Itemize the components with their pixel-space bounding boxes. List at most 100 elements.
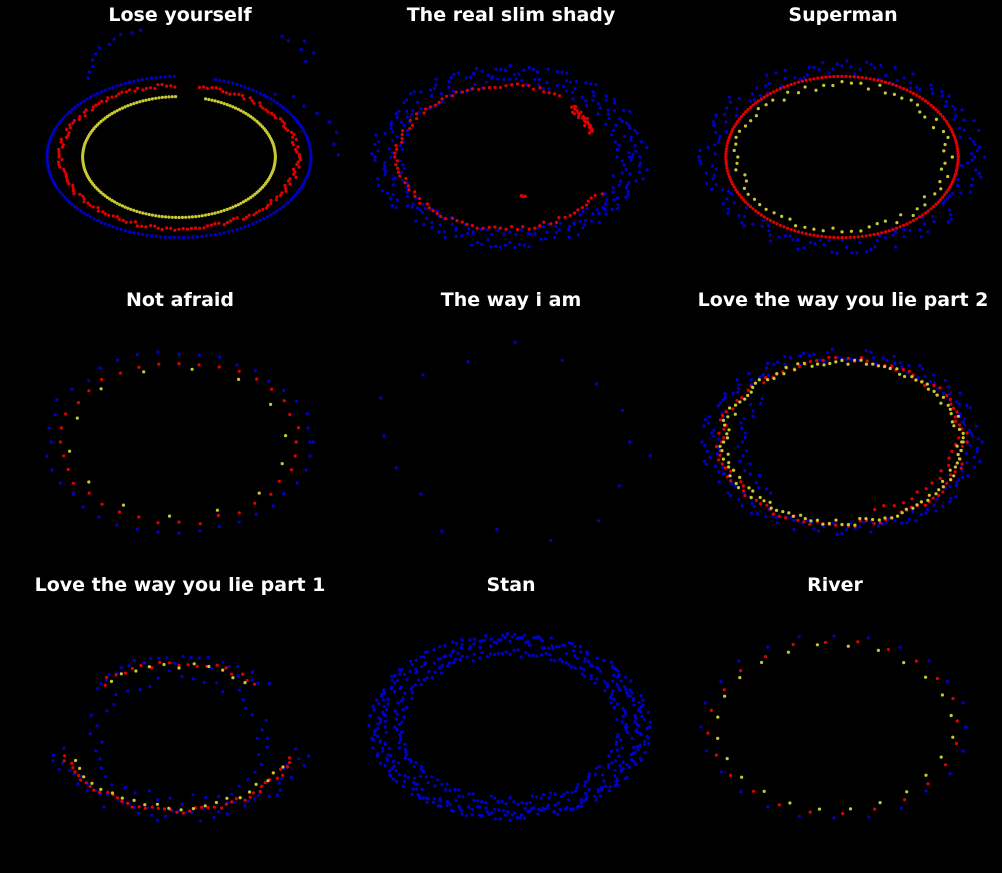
data-point bbox=[419, 764, 423, 768]
data-point bbox=[538, 86, 542, 90]
data-point bbox=[150, 666, 154, 670]
data-point bbox=[940, 89, 944, 94]
data-point bbox=[965, 403, 969, 407]
data-point bbox=[808, 522, 812, 526]
data-point bbox=[638, 743, 642, 747]
data-point bbox=[156, 226, 160, 230]
data-point bbox=[309, 158, 313, 162]
data-point bbox=[106, 790, 110, 794]
data-point bbox=[558, 807, 562, 812]
data-point bbox=[519, 228, 523, 232]
data-point bbox=[926, 209, 930, 213]
data-point bbox=[876, 78, 880, 82]
data-point bbox=[373, 155, 377, 159]
data-point bbox=[45, 161, 49, 165]
data-point bbox=[531, 653, 535, 657]
data-point bbox=[427, 670, 431, 674]
data-point bbox=[257, 491, 261, 495]
data-point bbox=[643, 739, 647, 743]
data-point bbox=[570, 105, 574, 109]
data-point bbox=[434, 77, 438, 81]
data-point bbox=[398, 686, 402, 690]
data-point bbox=[57, 150, 61, 154]
data-point bbox=[508, 230, 512, 234]
data-point bbox=[549, 222, 553, 226]
data-point bbox=[79, 101, 83, 105]
data-point bbox=[272, 113, 276, 117]
data-point bbox=[562, 84, 566, 88]
data-point bbox=[518, 816, 522, 820]
data-point bbox=[949, 183, 953, 187]
data-point bbox=[949, 412, 953, 416]
data-point bbox=[431, 800, 435, 804]
data-point bbox=[217, 810, 221, 814]
data-point bbox=[626, 693, 630, 698]
data-point bbox=[218, 232, 222, 236]
data-point bbox=[834, 518, 838, 522]
data-point bbox=[397, 740, 401, 745]
data-point bbox=[720, 411, 724, 415]
data-point bbox=[775, 521, 779, 525]
data-point bbox=[742, 186, 746, 190]
data-point bbox=[77, 774, 81, 778]
data-point bbox=[295, 481, 299, 485]
data-point bbox=[234, 797, 238, 801]
data-point bbox=[911, 213, 915, 218]
data-point bbox=[391, 759, 396, 763]
data-point bbox=[307, 169, 311, 173]
data-point bbox=[858, 516, 862, 521]
data-point bbox=[179, 808, 183, 812]
data-point bbox=[878, 801, 882, 805]
data-point bbox=[376, 734, 380, 738]
data-point bbox=[584, 104, 589, 108]
data-point bbox=[724, 158, 728, 162]
data-point bbox=[96, 218, 100, 223]
data-point bbox=[71, 186, 75, 190]
data-point bbox=[806, 518, 810, 522]
data-point bbox=[867, 225, 871, 229]
data-point bbox=[63, 195, 67, 199]
data-point bbox=[954, 141, 958, 145]
data-point bbox=[804, 78, 808, 82]
data-point bbox=[946, 174, 950, 179]
data-point bbox=[87, 379, 91, 383]
data-point bbox=[70, 108, 74, 112]
data-point bbox=[517, 242, 521, 246]
data-point bbox=[496, 638, 501, 642]
data-point bbox=[455, 219, 459, 223]
data-point bbox=[952, 424, 956, 428]
data-point bbox=[404, 177, 408, 181]
data-point bbox=[949, 713, 953, 718]
data-point bbox=[375, 754, 379, 758]
data-point bbox=[600, 788, 604, 792]
data-point bbox=[558, 221, 562, 225]
data-point bbox=[391, 193, 395, 197]
data-point bbox=[975, 149, 979, 153]
data-point bbox=[951, 406, 955, 410]
data-point bbox=[62, 746, 66, 750]
data-point bbox=[250, 669, 255, 674]
data-point bbox=[439, 92, 443, 96]
data-point bbox=[123, 81, 127, 85]
data-point bbox=[228, 206, 232, 210]
data-point bbox=[869, 62, 873, 66]
series-1 bbox=[393, 82, 604, 231]
data-point bbox=[565, 71, 569, 75]
data-point bbox=[451, 89, 455, 93]
data-point bbox=[141, 99, 145, 103]
chart-title: Lose yourself bbox=[108, 4, 252, 26]
data-point bbox=[699, 162, 703, 166]
data-point bbox=[845, 246, 849, 250]
data-point bbox=[797, 635, 801, 639]
data-point bbox=[926, 387, 930, 391]
data-point bbox=[827, 239, 831, 243]
data-point bbox=[916, 375, 920, 380]
data-point bbox=[840, 80, 844, 84]
data-point bbox=[564, 661, 568, 665]
data-point bbox=[748, 105, 753, 109]
data-point bbox=[615, 682, 619, 686]
data-point bbox=[156, 806, 160, 810]
data-point bbox=[141, 77, 145, 82]
data-point bbox=[522, 243, 526, 247]
data-point bbox=[729, 479, 733, 483]
